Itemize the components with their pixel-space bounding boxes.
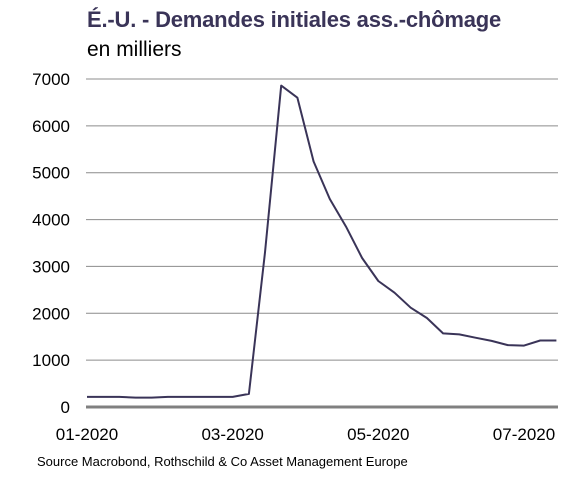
- series-line: [87, 84, 557, 399]
- chart-subtitle: en milliers: [87, 38, 182, 61]
- x-tick-label: 03-2020: [201, 425, 263, 444]
- y-tick-label: 0: [61, 398, 70, 417]
- y-tick-label: 7000: [32, 70, 70, 89]
- x-tick-label: 07-2020: [493, 425, 555, 444]
- y-tick-label: 4000: [32, 211, 70, 230]
- y-tick-label: 3000: [32, 257, 70, 276]
- chart-title: É.-U. - Demandes initiales ass.-chômage: [87, 7, 502, 32]
- y-tick-label: 5000: [32, 164, 70, 183]
- x-tick-label: 05-2020: [347, 425, 409, 444]
- x-tick-label: 01-2020: [56, 425, 118, 444]
- y-tick-label: 1000: [32, 351, 70, 370]
- y-tick-label: 2000: [32, 304, 70, 323]
- source-note: Source Macrobond, Rothschild & Co Asset …: [37, 454, 408, 469]
- y-tick-label: 6000: [32, 117, 70, 136]
